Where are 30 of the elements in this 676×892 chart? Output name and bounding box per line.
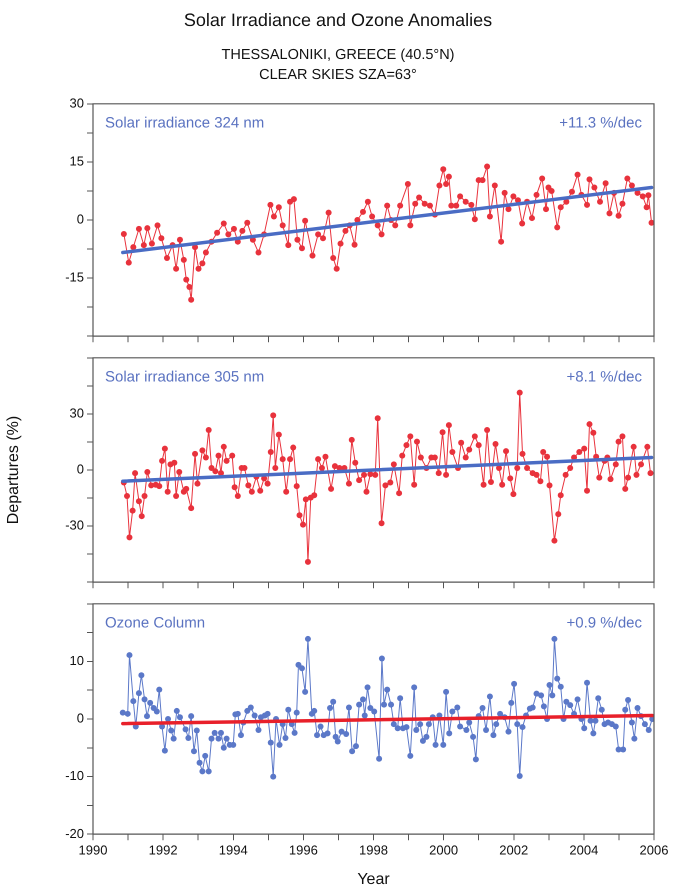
annotation: Ozone Column (105, 614, 206, 632)
annotation: Solar irradiance 305 nm (105, 368, 264, 386)
chart-subtitle: THESSALONIKI, GREECE (40.5°N) CLEAR SKIES SZA=63° (220, 46, 456, 85)
y-tick-label: 30 (70, 95, 84, 110)
annotation: +0.9 %/dec (566, 614, 642, 632)
y-tick-label: 0 (76, 710, 84, 726)
x-tick-label: 1998 (359, 842, 388, 858)
x-tick-label: 1992 (148, 842, 178, 858)
annotation: Solar irradiance 324 nm (105, 114, 264, 132)
y-tick-label: 0 (76, 462, 84, 477)
y-tick-label: -15 (65, 270, 84, 285)
chart-title: Solar Irradiance and Ozone Anomalies (182, 9, 494, 31)
annotation: +11.3 %/dec (559, 114, 642, 132)
x-tick-label: 2004 (569, 842, 598, 858)
y-tick-label: -10 (65, 768, 84, 784)
x-tick-label: 1996 (288, 842, 318, 858)
annotation: +8.1 %/dec (566, 368, 642, 386)
y-tick-label: -30 (65, 518, 84, 533)
y-tick-label: 30 (70, 405, 84, 420)
y-tick-label: -20 (65, 826, 84, 841)
x-tick-label: 2002 (499, 842, 528, 858)
y-tick-label: 0 (76, 212, 84, 227)
x-tick-label: 2006 (640, 842, 668, 858)
y-tick-label: 15 (70, 153, 84, 168)
x-axis-title: Year (357, 870, 390, 888)
y-axis-title: Departures (%) (5, 416, 22, 524)
x-tick-label: 1990 (78, 842, 108, 858)
y-tick-label: 10 (70, 652, 84, 668)
x-tick-label: 2000 (429, 842, 458, 858)
x-tick-label: 1994 (218, 842, 248, 858)
